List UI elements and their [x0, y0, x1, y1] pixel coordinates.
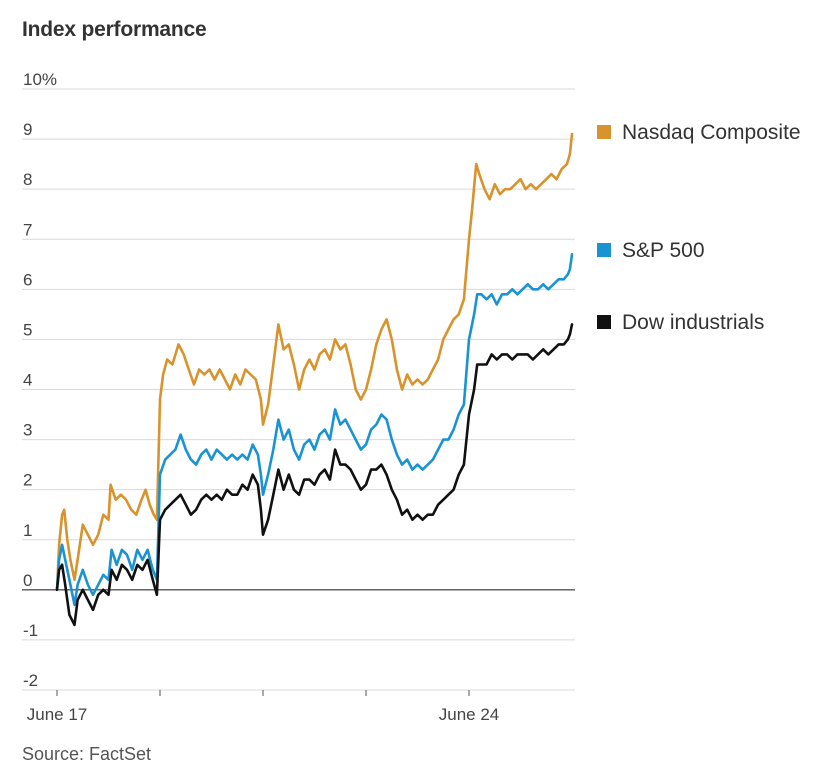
legend-swatch	[597, 243, 611, 257]
y-tick-label: 5	[23, 320, 32, 339]
y-tick-label: 0	[23, 571, 32, 590]
y-tick-label: 9	[23, 120, 32, 139]
gridlines	[22, 88, 575, 691]
y-tick-label: 1	[23, 521, 32, 540]
x-tick-label: June 17	[27, 705, 88, 724]
legend-label: S&P 500	[622, 239, 705, 262]
x-tick-label: June 24	[439, 705, 500, 724]
series-line-s-p-500	[55, 253, 574, 607]
legend-label: Nasdaq Composite	[622, 121, 801, 144]
y-tick-label: 7	[23, 220, 32, 239]
series-line-nasdaq-composite	[55, 132, 574, 592]
y-tick-label: 3	[23, 421, 32, 440]
series-lines	[55, 132, 574, 627]
series-line-dow-industrials	[55, 323, 574, 627]
y-tick-label: -1	[23, 621, 38, 640]
legend-label: Dow industrials	[622, 311, 764, 334]
legend: Nasdaq Composite S&P 500 Dow industrials	[597, 121, 801, 334]
y-tick-label: 4	[23, 371, 32, 390]
legend-swatch	[597, 125, 611, 139]
legend-swatch	[597, 315, 611, 329]
y-tick-label: -2	[23, 671, 38, 690]
x-axis-ticks: June 17 June 24	[27, 690, 500, 724]
y-tick-label: 2	[23, 471, 32, 490]
y-axis-tick-labels: 10% 9 8 7 6 5 4 3 2 1 0 -1 -2	[23, 70, 57, 690]
y-tick-label: 6	[23, 270, 32, 289]
y-tick-label: 8	[23, 170, 32, 189]
y-tick-label: 10%	[23, 70, 57, 89]
source-note: Source: FactSet	[22, 744, 152, 764]
chart-title: Index performance	[22, 18, 207, 41]
